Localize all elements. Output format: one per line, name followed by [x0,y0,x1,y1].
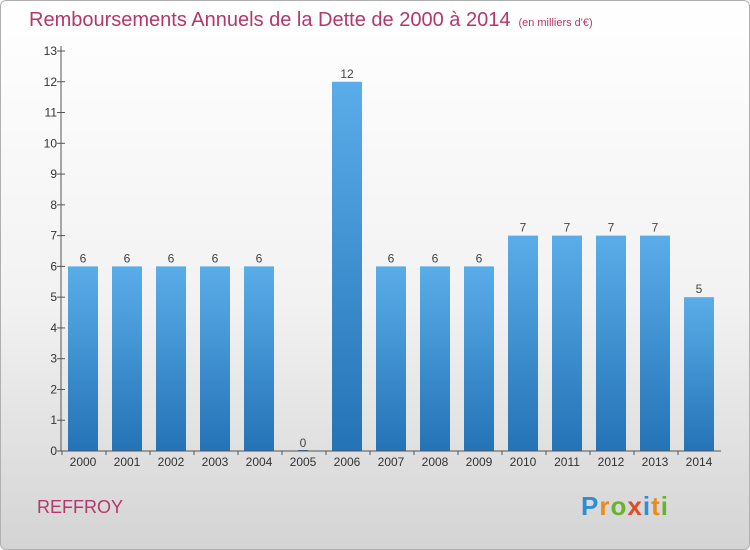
place-name: REFFROY [37,497,124,517]
x-tick-label: 2011 [554,455,580,469]
y-tick-label: 4 [50,321,57,335]
y-tick-label: 0 [50,444,57,458]
bar [112,266,142,451]
data-label: 6 [80,251,87,265]
bar [376,266,406,451]
proxiti-logo: Proxiti [581,491,669,522]
y-tick-label: 7 [50,229,57,243]
x-tick-label: 2013 [642,455,669,469]
bar [420,266,450,451]
logo-letter: i [660,491,669,521]
x-tick-label: 2001 [114,455,141,469]
y-tick-label: 13 [44,44,58,58]
logo-letter: P [581,491,600,521]
bar [200,266,230,451]
data-label: 12 [340,67,354,81]
data-label: 7 [564,221,571,235]
bar [552,235,582,451]
logo-letter: x [627,491,643,521]
data-label: 6 [432,251,439,265]
bar [640,235,670,451]
x-tick-label: 2010 [510,455,537,469]
x-tick-label: 2003 [202,455,229,469]
logo-letter: o [610,491,628,521]
y-tick-label: 1 [50,413,57,427]
x-tick-label: 2008 [422,455,449,469]
data-label: 6 [256,251,263,265]
data-label: 7 [608,221,615,235]
x-tick-label: 2002 [158,455,185,469]
y-tick-label: 6 [50,259,57,273]
x-tick-label: 2007 [378,455,405,469]
data-label: 6 [168,251,175,265]
logo-letter: i [642,491,652,521]
y-tick-label: 11 [45,106,58,120]
x-tick-label: 2000 [70,455,97,469]
y-tick-label: 9 [50,167,57,181]
data-label: 7 [652,221,659,235]
bar [596,235,626,451]
data-label: 6 [124,251,131,265]
x-tick-label: 2005 [290,455,317,469]
bar [684,297,714,451]
bar [464,266,494,451]
chart-title-text: Remboursements Annuels de la Dette de 20… [29,9,511,31]
data-label: 6 [476,251,483,265]
x-tick-label: 2012 [598,455,625,469]
bar [68,266,98,451]
y-tick-label: 5 [50,290,57,304]
x-tick-label: 2009 [466,455,493,469]
logo-letter: r [599,491,611,521]
bar [244,266,274,451]
x-tick-label: 2006 [334,455,361,469]
chart-title: Remboursements Annuels de la Dette de 20… [29,9,593,32]
chart-subtitle: (en milliers d'€) [518,17,593,29]
data-label: 5 [696,282,703,296]
y-tick-label: 2 [50,382,57,396]
x-tick-label: 2014 [686,455,713,469]
y-tick-label: 3 [50,352,57,366]
bar [508,235,538,451]
bar [332,81,362,452]
data-label: 0 [300,436,307,450]
data-label: 6 [212,251,219,265]
x-tick-label: 2004 [246,455,273,469]
data-label: 7 [520,221,527,235]
data-label: 6 [388,251,395,265]
y-tick-label: 8 [50,198,57,212]
logo-letter: t [651,491,661,521]
y-tick-label: 12 [44,75,58,89]
bar [156,266,186,451]
y-tick-label: 10 [44,136,58,150]
